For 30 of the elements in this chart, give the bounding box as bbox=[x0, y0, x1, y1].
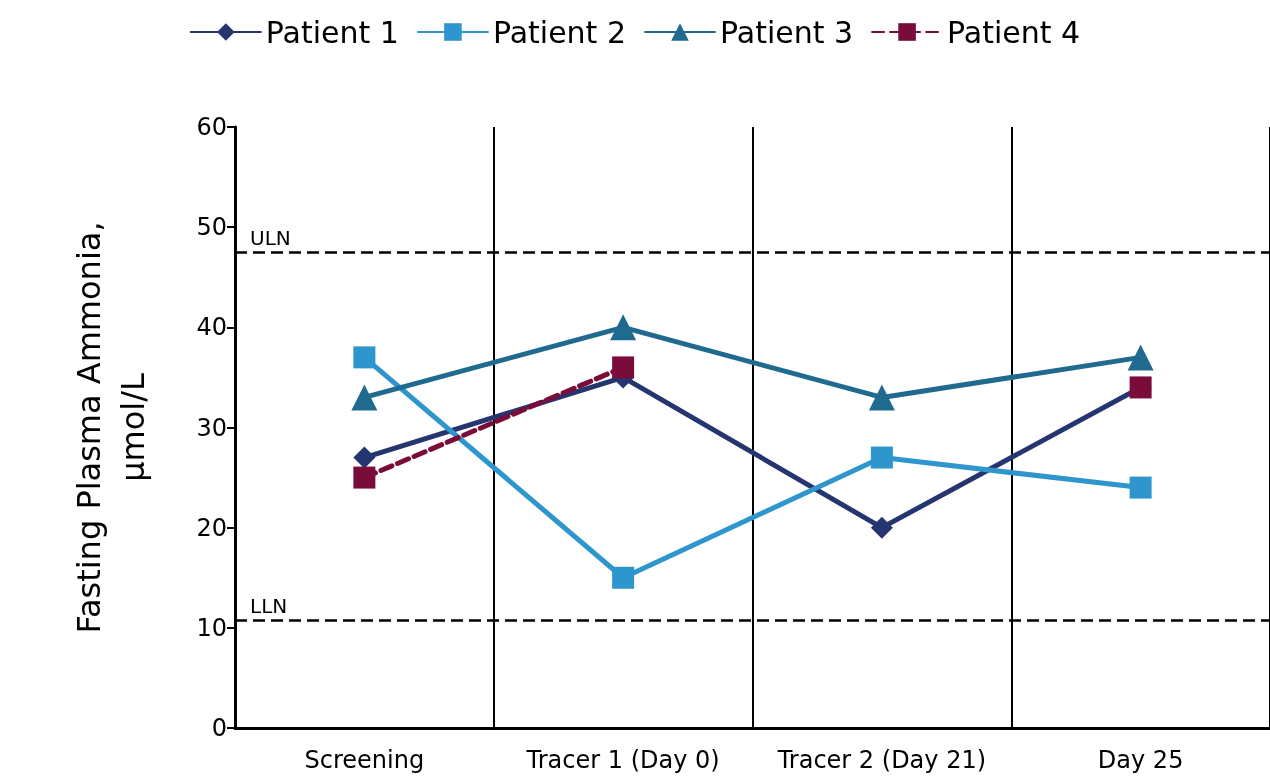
x-tick-label: Day 25 bbox=[1097, 746, 1184, 774]
y-tick-label: 20 bbox=[196, 513, 227, 542]
x-tick-label: Screening bbox=[304, 746, 425, 774]
point bbox=[870, 516, 893, 539]
x-tick-label: Tracer 2 (Day 21) bbox=[776, 746, 987, 774]
point bbox=[868, 384, 895, 411]
y-tick-label: 50 bbox=[196, 213, 227, 242]
y-tick-label: 40 bbox=[196, 313, 227, 342]
y-tick-label: 10 bbox=[196, 613, 227, 642]
y-tick-label: 60 bbox=[196, 113, 227, 141]
point bbox=[612, 566, 635, 589]
y-tick-label: 0 bbox=[211, 714, 227, 742]
point bbox=[610, 314, 637, 341]
ref-line-label: LLN bbox=[250, 593, 288, 618]
point bbox=[353, 446, 376, 469]
point bbox=[1129, 476, 1152, 499]
point bbox=[870, 446, 893, 469]
point bbox=[612, 356, 635, 379]
y-tick-label: 30 bbox=[196, 413, 227, 442]
legend-label: Patient 1 bbox=[265, 14, 399, 50]
legend-label: Patient 4 bbox=[947, 14, 1081, 50]
legend-label: Patient 3 bbox=[720, 14, 854, 50]
legend-label: Patient 2 bbox=[492, 14, 627, 50]
point bbox=[353, 466, 376, 489]
point bbox=[351, 384, 378, 411]
point bbox=[353, 346, 376, 369]
ref-line-label: ULN bbox=[250, 226, 291, 251]
y-axis-title: Fasting Plasma Ammonia, μmol/L bbox=[70, 221, 152, 634]
x-tick-label: Tracer 1 (Day 0) bbox=[525, 746, 720, 774]
point bbox=[1127, 344, 1154, 371]
